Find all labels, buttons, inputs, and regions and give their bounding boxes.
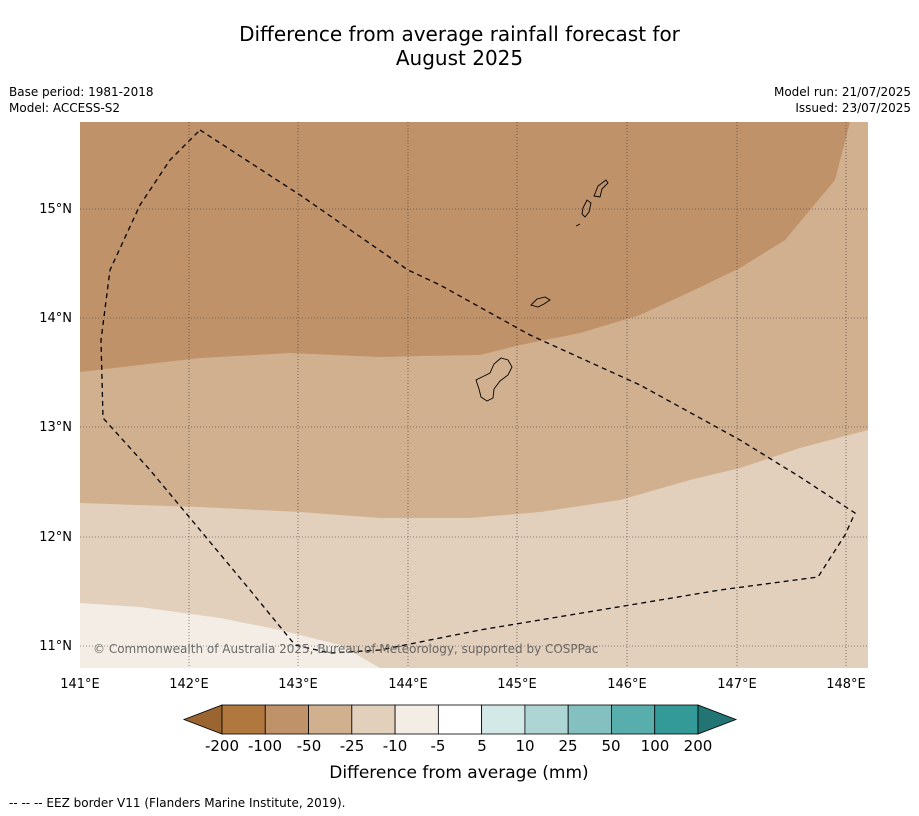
base-period: Base period: 1981-2018 xyxy=(9,85,154,99)
island-outlines xyxy=(475,179,609,402)
colorbar-swatch xyxy=(351,704,396,735)
model-run: Model run: 21/07/2025 xyxy=(773,85,911,99)
colorbar-tick: 5 xyxy=(477,737,487,755)
colorbar-tick: 25 xyxy=(558,737,577,755)
colorbar-swatch xyxy=(394,704,439,735)
colorbar-label: Difference from average (mm) xyxy=(329,763,588,783)
copyright-text: © Commonwealth of Australia 2025, Bureau… xyxy=(93,642,598,656)
lon-label: 147°E xyxy=(717,677,757,692)
colorbar-tick: 200 xyxy=(684,737,713,755)
island-rota-small xyxy=(575,223,581,227)
lon-label: 146°E xyxy=(607,677,647,692)
lat-label: 12°N xyxy=(39,530,72,545)
colorbar-swatch xyxy=(567,704,612,735)
lon-label: 148°E xyxy=(826,677,866,692)
colorbar-tick: -100 xyxy=(248,737,282,755)
rainfall-map xyxy=(80,122,868,668)
lon-labels: 141°E 142°E 143°E 144°E 145°E 146°E 147°… xyxy=(60,677,866,692)
lon-label: 145°E xyxy=(497,677,537,692)
colorbar-ticks: -200 -100 -50 -25 -10 -5 5 10 25 50 100 … xyxy=(205,737,712,755)
colorbar-tick: -25 xyxy=(340,737,365,755)
island-tinian xyxy=(581,199,592,218)
lat-label: 14°N xyxy=(39,311,72,326)
meta-left: Base period: 1981-2018 Model: ACCESS-S2 xyxy=(9,84,154,116)
lon-label: 142°E xyxy=(169,677,209,692)
model-name: Model: ACCESS-S2 xyxy=(9,101,121,115)
lat-label: 11°N xyxy=(39,639,72,654)
colorbar xyxy=(182,704,738,735)
colorbar-tick: 50 xyxy=(601,737,620,755)
colorbar-extend-low xyxy=(182,704,223,735)
lon-label: 143°E xyxy=(278,677,318,692)
colorbar-tick: -50 xyxy=(297,737,322,755)
colorbar-swatch xyxy=(308,704,353,735)
gridlines xyxy=(80,122,868,668)
colorbar-tick: -5 xyxy=(431,737,446,755)
title-line-1: Difference from average rainfall forecas… xyxy=(239,22,680,46)
island-guam xyxy=(475,357,513,402)
region-minus50 xyxy=(80,122,850,372)
map-title: Difference from average rainfall forecas… xyxy=(0,22,919,70)
colorbar-swatch xyxy=(264,704,309,735)
eez-legend-note: -- -- -- EEZ border V11 (Flanders Marine… xyxy=(9,796,346,810)
colorbar-swatch xyxy=(481,704,526,735)
colorbar-tick: 100 xyxy=(641,737,670,755)
lat-label: 13°N xyxy=(39,420,72,435)
colorbar-swatch xyxy=(437,704,483,735)
colorbar-tick: -200 xyxy=(205,737,239,755)
colorbar-tick: 10 xyxy=(515,737,534,755)
lon-label: 141°E xyxy=(60,677,100,692)
colorbar-tick: -10 xyxy=(383,737,408,755)
title-line-2: August 2025 xyxy=(395,46,524,70)
island-saipan xyxy=(593,179,609,198)
colorbar-extend-high xyxy=(697,704,738,735)
colorbar-swatch xyxy=(611,704,656,735)
island-rota xyxy=(530,296,551,308)
colorbar-swatch xyxy=(524,704,569,735)
lat-label: 15°N xyxy=(39,202,72,217)
issued-date: Issued: 23/07/2025 xyxy=(795,101,911,115)
lon-label: 144°E xyxy=(388,677,428,692)
eez-border xyxy=(100,129,856,654)
lat-labels: 15°N 14°N 13°N 12°N 11°N xyxy=(39,202,72,654)
meta-right: Model run: 21/07/2025 Issued: 23/07/2025 xyxy=(774,84,911,116)
colorbar-swatch xyxy=(221,704,266,735)
colorbar-swatch xyxy=(654,704,699,735)
